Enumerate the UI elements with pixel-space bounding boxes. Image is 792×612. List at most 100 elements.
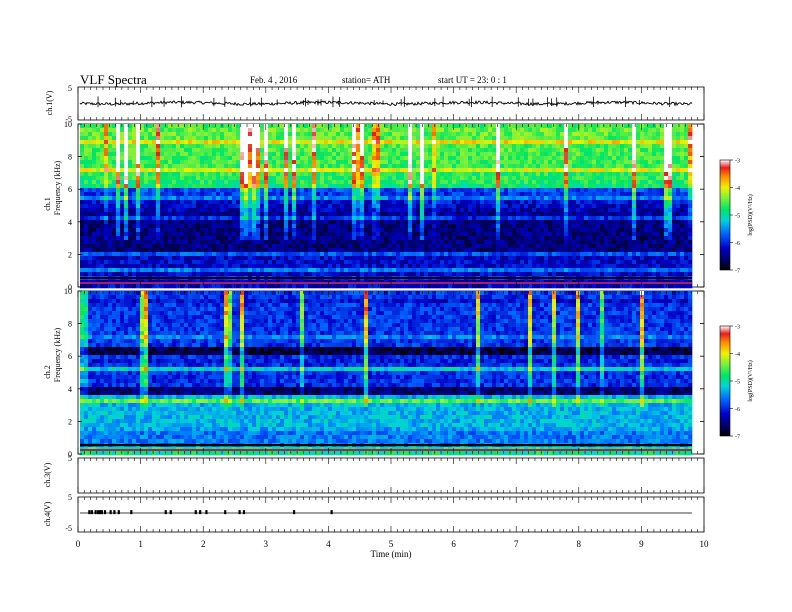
ch1-spec-cell — [104, 184, 109, 189]
ch1-spec-cell — [448, 200, 453, 205]
ch1-spec-cell — [276, 128, 281, 133]
ch1-spec-cell — [680, 172, 685, 177]
ch1-spec-cell — [200, 200, 205, 205]
ch1-spec-cell — [152, 240, 157, 245]
ch1-spec-cell — [432, 216, 437, 221]
ch1-spec-cell — [400, 192, 405, 197]
ch1-spec-cell — [372, 128, 377, 133]
ch1-spec-cell — [172, 176, 177, 181]
ch1-spec-cell — [236, 152, 241, 157]
ch1-spec-cell — [592, 148, 597, 153]
ch1-spec-cell — [580, 240, 585, 245]
ch1-spec-cell — [100, 164, 105, 169]
ch1-spec-cell — [388, 128, 393, 133]
ch1-spec-cell — [372, 140, 377, 145]
ch1-spec-cell — [184, 144, 189, 149]
ch1-spec-cell — [100, 128, 105, 133]
ch1-spec-cell — [228, 124, 233, 129]
ch1-spec-cell — [396, 196, 401, 201]
ch1-spec-cell — [228, 200, 233, 205]
ch1-spec-cell — [684, 212, 689, 217]
ch1-spec-cell — [552, 208, 557, 213]
ch1-spec-cell — [664, 168, 669, 173]
ch1-spec-cell — [484, 164, 489, 169]
ch1-spec-cell — [120, 200, 125, 205]
ch1-spec-cell — [304, 168, 309, 173]
ch1-spec-cell — [404, 204, 409, 209]
ch1-spec-cell — [444, 124, 449, 129]
ch1-spec-cell — [480, 240, 485, 245]
ch1-spec-cell — [580, 232, 585, 237]
ch1-spec-cell — [504, 164, 509, 169]
ch1-spec-cell — [500, 128, 505, 133]
ch1-spec-cell — [448, 208, 453, 213]
ch1-spec-cell — [236, 148, 241, 153]
ch1-spec-cell — [580, 224, 585, 229]
ch1-spec-cell — [380, 232, 385, 237]
ch1-spec-cell — [292, 140, 297, 145]
ch1-spec-cell — [220, 148, 225, 153]
ch1-spec-cell — [144, 212, 149, 217]
ch1-spec-cell — [284, 220, 289, 225]
ch1-spec-cell — [684, 240, 689, 245]
ch1-spec-cell — [332, 160, 337, 165]
ch1-spec-cell — [220, 228, 225, 233]
ch1-spec-cell — [152, 188, 157, 193]
ch1-spec-cell — [444, 168, 449, 173]
ch1-spec-cell — [448, 156, 453, 161]
ch1-spec-cell — [204, 188, 209, 193]
ch1-spec-cell — [232, 124, 237, 129]
ch1-spec-cell — [424, 220, 429, 225]
ch1-spec-cell — [280, 136, 285, 141]
ch1-spec-cell — [292, 152, 297, 157]
ch1-spec-cell — [288, 244, 293, 249]
ch1-spec-cell — [124, 232, 129, 237]
ch1-spec-cell — [428, 144, 433, 149]
ch1-spec-cell — [592, 240, 597, 245]
ch1-spec-cell — [588, 144, 593, 149]
ch1-spec-cell — [140, 156, 145, 161]
ch1-spec-cell — [608, 148, 613, 153]
ch1-spec-cell — [476, 176, 481, 181]
ch1-spec-cell — [540, 128, 545, 133]
ch1-spec-cell — [268, 160, 273, 165]
ch1-spec-cell — [648, 132, 653, 137]
ch1-spec-cell — [628, 180, 633, 185]
ch1-spec-cell — [596, 148, 601, 153]
ch1-spec-cell — [568, 204, 573, 209]
ch1-spec-cell — [524, 188, 529, 193]
ch1-spec-cell — [480, 124, 485, 129]
ch1-spec-cell — [368, 248, 373, 253]
ch1-spec-cell — [304, 212, 309, 217]
ch1-spec-cell — [576, 148, 581, 153]
ch1-spec-cell — [232, 176, 237, 181]
ch1-spec-cell — [136, 200, 141, 205]
ch1-spec-cell — [396, 148, 401, 153]
ch1-spec-cell — [424, 124, 429, 129]
ch1-spec-cell — [528, 216, 533, 221]
ch1-spec-cell — [84, 172, 89, 177]
ch1-spec-cell — [564, 240, 569, 245]
ch1-spec-cell — [348, 244, 353, 249]
ch1-spec-cell — [528, 212, 533, 217]
ch1-spec-cell — [248, 200, 253, 205]
ch1-spec-cell — [440, 128, 445, 133]
ch1-spec-cell — [212, 164, 217, 169]
ch1-spec-cell — [180, 136, 185, 141]
ch1-spec-cell — [644, 124, 649, 129]
ch1-spec-cell — [92, 124, 97, 129]
ch1-spec-cell — [100, 204, 105, 209]
ch1-spec-cell — [632, 132, 637, 137]
ch1-spec-cell — [500, 216, 505, 221]
ch1-spec-cell — [228, 128, 233, 133]
ch1-spec-cell — [236, 188, 241, 193]
ch1-spec-cell — [316, 224, 321, 229]
ch1-spec-cell — [180, 172, 185, 177]
ch1-spec-cell — [384, 224, 389, 229]
ch1-spec-cell — [308, 136, 313, 141]
ch1-spec-cell — [624, 164, 629, 169]
ch1-spec-cell — [240, 140, 245, 145]
ch1-spec-cell — [428, 200, 433, 205]
ch1-spec-cell — [224, 196, 229, 201]
ch1-spec-cell — [164, 196, 169, 201]
